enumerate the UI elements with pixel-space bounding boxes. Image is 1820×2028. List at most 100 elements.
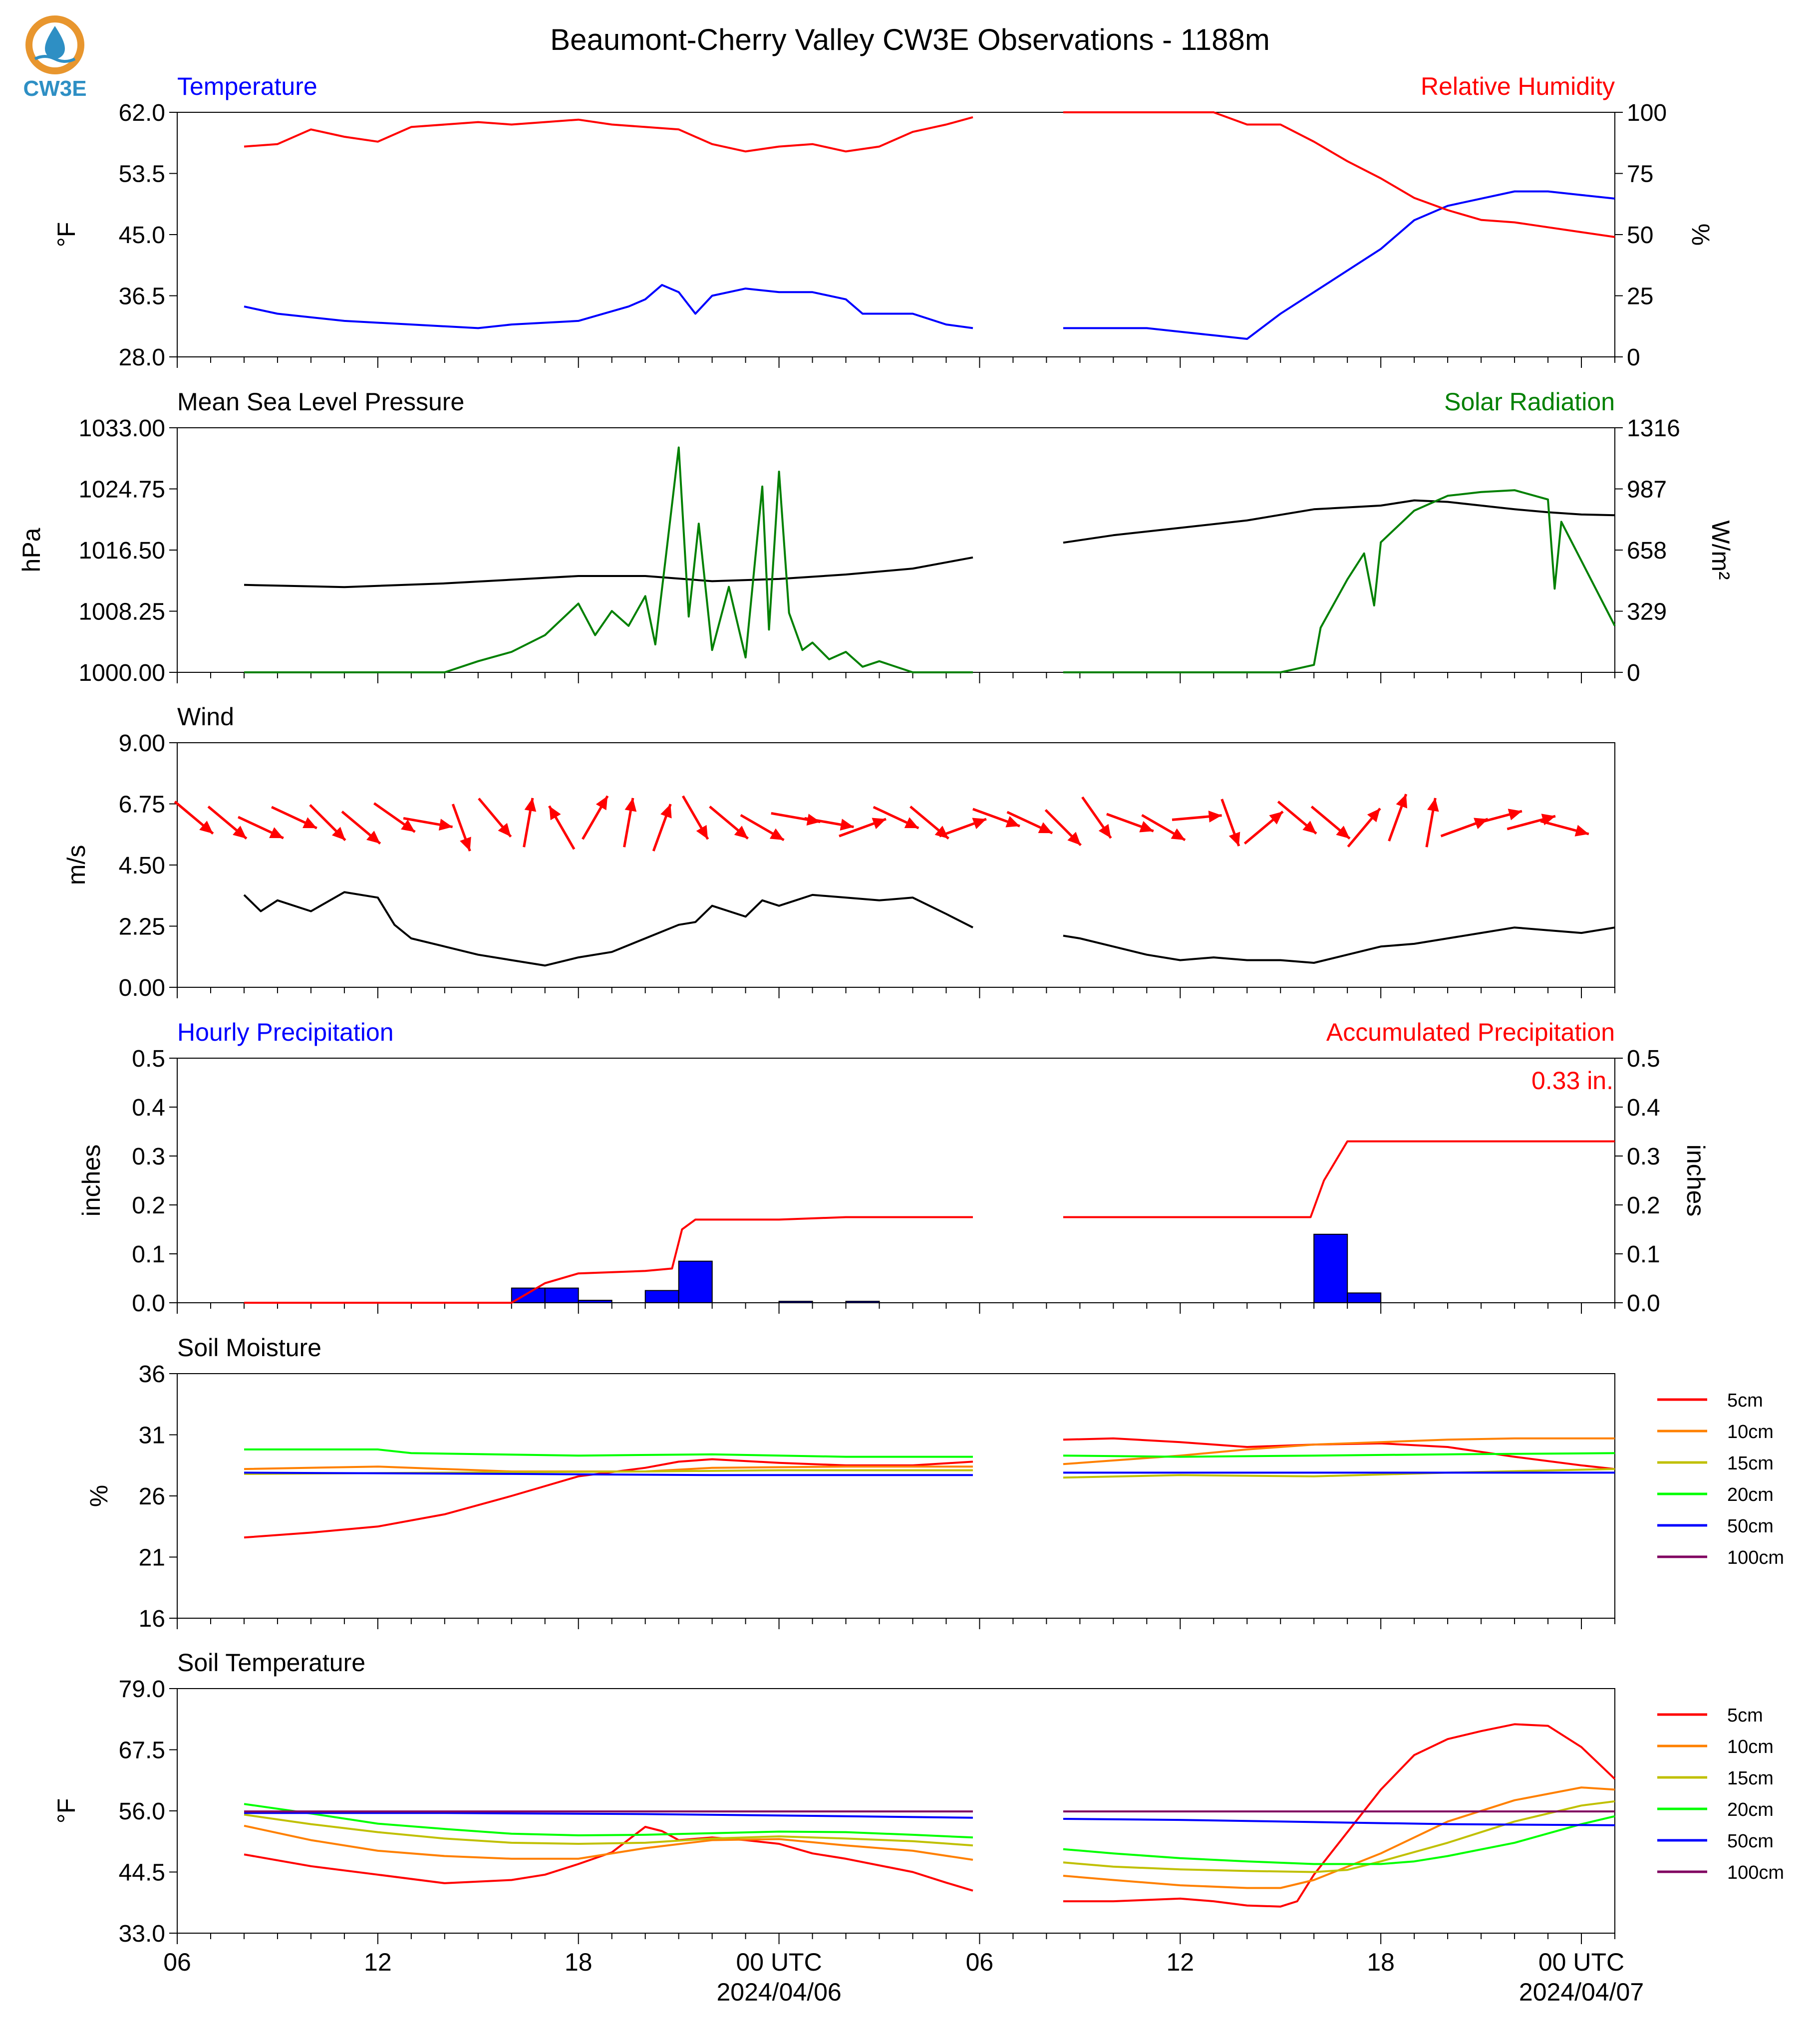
accum-precip-unit: inches xyxy=(1682,1145,1710,1217)
panel-wind-xticks xyxy=(177,987,1615,998)
soil-temp-unit: °F xyxy=(52,1798,80,1824)
wind-arrow-head xyxy=(660,804,672,819)
temperature-unit: °F xyxy=(52,222,80,248)
series-line xyxy=(244,1448,1615,1458)
y-tick-label: 1008.25 xyxy=(78,599,165,625)
x-tick-label: 06 xyxy=(163,1948,191,1976)
temperature-title: Temperature xyxy=(177,72,317,100)
y-tick-label: 1024.75 xyxy=(78,477,165,503)
precip-bar xyxy=(678,1260,713,1303)
hourly-precip-unit: inches xyxy=(77,1145,105,1217)
wind-arrow-head xyxy=(331,827,345,841)
y-tick-label: 75 xyxy=(1627,161,1653,188)
y-tick-label: 0.4 xyxy=(1627,1095,1660,1121)
x-tick-label: 06 xyxy=(966,1948,994,1976)
soil-moisture-series xyxy=(244,1437,1615,1539)
y-tick-label: 0.2 xyxy=(1627,1192,1660,1219)
y-tick-label: 658 xyxy=(1627,538,1667,564)
y-tick-label: 329 xyxy=(1627,599,1667,625)
logo-ring-icon xyxy=(25,15,84,74)
wind-arrow-head xyxy=(303,817,317,829)
series-line xyxy=(244,499,1615,588)
logo-text: CW3E xyxy=(23,76,86,101)
y-tick-label: 31 xyxy=(139,1423,165,1449)
y-tick-label: 21 xyxy=(139,1545,165,1571)
wind-arrow-head xyxy=(1067,832,1081,846)
y-tick-label: 0.3 xyxy=(1627,1144,1660,1170)
wind-arrow-head xyxy=(1228,832,1240,846)
precip-bar xyxy=(1347,1292,1382,1303)
wind-arrow-head xyxy=(524,798,537,812)
y-tick-label: 0.1 xyxy=(132,1241,165,1268)
y-tick-label: 79.0 xyxy=(119,1676,165,1703)
wind-arrow-head xyxy=(1005,816,1020,828)
wind-arrow-head xyxy=(624,798,637,812)
y-tick-label: 36.5 xyxy=(119,284,165,310)
legend-label: 15cm xyxy=(1727,1453,1774,1474)
y-tick-label: 0 xyxy=(1627,660,1640,686)
wind-arrow-head xyxy=(840,819,854,831)
wind-arrow-head xyxy=(1038,822,1053,834)
wind-arrow-head xyxy=(1396,794,1408,809)
y-tick-label: 2.25 xyxy=(119,914,165,940)
hourly-precip-title: Hourly Precipitation xyxy=(177,1018,394,1046)
temperature-ticks: 28.0 36.5 45.0 53.5 62.0 xyxy=(119,100,177,371)
panel-precip-frame xyxy=(177,1058,1615,1303)
x-tick-date-label: 2024/04/06 xyxy=(716,1978,841,2006)
wind-arrow-head xyxy=(1367,808,1380,823)
soil-temp-ticks: 33.0 44.5 56.0 67.5 79.0 xyxy=(119,1676,177,1947)
precip-bar xyxy=(578,1300,612,1304)
wind-arrow-head xyxy=(1427,798,1439,812)
precip-left-ticks: 0.0 0.1 0.2 0.3 0.4 0.5 xyxy=(132,1046,177,1317)
precip-series xyxy=(244,1140,1615,1304)
y-tick-label: 100 xyxy=(1627,100,1667,126)
temp-rh-series xyxy=(244,111,1615,340)
y-tick-label: 0.4 xyxy=(132,1095,165,1121)
wind-arrow-head xyxy=(1302,821,1316,834)
pressure-title: Mean Sea Level Pressure xyxy=(177,388,464,416)
y-tick-label: 0.1 xyxy=(1627,1241,1660,1268)
wind-series xyxy=(174,794,1615,967)
y-tick-label: 4.50 xyxy=(119,853,165,879)
series-line xyxy=(244,1723,1616,1908)
series-line xyxy=(244,1803,1615,1865)
y-tick-label: 1033.00 xyxy=(78,415,165,442)
y-tick-label: 0.0 xyxy=(132,1290,165,1317)
y-tick-label: 0.2 xyxy=(132,1192,165,1219)
precip-bar xyxy=(1313,1233,1348,1304)
y-tick-label: 28.0 xyxy=(119,344,165,371)
wind-arrow-head xyxy=(199,821,213,834)
y-tick-label: 45.0 xyxy=(119,222,165,249)
wind-arrow-head xyxy=(1269,811,1283,825)
pressure-ticks: 1000.00 1008.25 1016.50 1024.75 1033.00 xyxy=(78,415,177,686)
y-tick-label: 53.5 xyxy=(119,161,165,188)
x-tick-label: 18 xyxy=(565,1948,593,1976)
solar-title: Solar Radiation xyxy=(1444,388,1615,416)
y-tick-label: 0.00 xyxy=(119,975,165,1001)
wind-arrow-head xyxy=(1208,811,1222,823)
panel-pressure-solar-frame xyxy=(177,427,1615,673)
wind-arrow-head xyxy=(549,806,561,821)
pressure-solar-series xyxy=(244,446,1616,673)
y-tick-label: 1316 xyxy=(1627,415,1680,442)
y-tick-label: 0.3 xyxy=(132,1144,165,1170)
wind-arrow-head xyxy=(498,823,511,837)
y-tick-label: 1016.50 xyxy=(78,538,165,564)
panel-wind: Wind m/s 0.00 2.25 4.50 6.75 9.00 xyxy=(62,703,1615,1001)
cw3e-logo: CW3E xyxy=(23,15,87,101)
series-line xyxy=(244,111,1615,238)
wind-arrow-head xyxy=(233,826,247,839)
legend-label: 5cm xyxy=(1727,1390,1763,1411)
y-tick-label: 33.0 xyxy=(119,1921,165,1947)
legend-label: 100cm xyxy=(1727,1862,1784,1883)
wind-arrow-head xyxy=(1508,809,1522,821)
panel-temp-rh-xticks xyxy=(177,357,1615,368)
y-tick-label: 26 xyxy=(139,1483,165,1510)
wind-arrow-head xyxy=(734,826,748,839)
panel-soil-moisture-xticks xyxy=(177,1618,1615,1629)
precip-bar xyxy=(544,1287,579,1304)
wind-arrow-head xyxy=(696,825,708,840)
legend-label: 20cm xyxy=(1727,1484,1774,1505)
wind-arrow-head xyxy=(1336,826,1350,839)
